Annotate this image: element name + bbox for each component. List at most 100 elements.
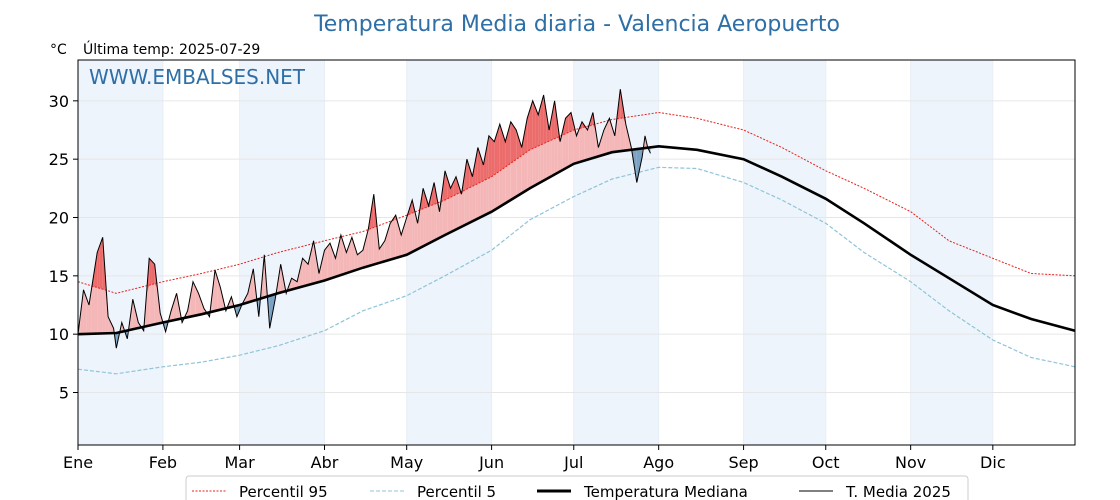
legend-label-p5: Percentil 5 [417,483,496,500]
above-median-fill [88,287,92,334]
above-median-fill [382,240,385,263]
above-median-fill [171,302,174,321]
above-median-fill [291,278,295,290]
x-axis: Ene Feb Mar Abr May Jun Jul Ago Sep Oct Nov Dic [63,445,1006,472]
above-median-fill [80,289,84,335]
above-median-fill [110,322,114,334]
above-p95-fill [99,237,103,290]
above-median-fill [579,121,582,163]
above-median-fill [612,127,615,153]
above-median-fill [587,121,591,160]
above-median-fill [190,281,194,317]
above-median-fill [403,217,407,256]
above-median-fill [329,243,333,279]
y-tick-label: 10 [49,325,69,344]
above-median-fill [319,261,322,283]
above-median-fill [387,223,391,261]
above-median-fill [425,197,429,245]
anomaly-fills [78,89,651,349]
above-median-fill [354,246,358,271]
above-p95-fill [499,124,503,171]
above-median-fill [324,246,328,281]
plot-frame [77,59,1076,446]
y-axis: 5 10 15 20 25 30 [49,92,78,403]
above-p95-fill [551,100,555,140]
above-median-fill [198,293,202,315]
x-tick-label: Jun [478,453,504,472]
above-median-fill [250,268,254,302]
above-median-fill [584,125,588,161]
above-p95-fill [431,182,435,206]
above-median-fill [598,138,602,157]
watermark-text: WWW.EMBALSES.NET [89,65,306,89]
above-median-fill [406,208,410,255]
above-p95-fill [491,138,495,177]
series-p5-line [77,166,1076,375]
above-p95-fill [535,107,539,148]
above-median-fill [108,316,111,334]
above-p95-fill [510,121,514,164]
above-p95-fill [475,147,478,185]
above-median-fill [609,118,613,153]
above-p95-fill [469,167,473,188]
above-p95-fill [423,188,426,209]
above-median-fill [379,244,383,263]
series-current-line [77,89,651,349]
above-median-fill [83,289,87,334]
above-p95-fill [94,252,98,288]
above-p95-fill [568,112,572,133]
above-p95-fill [483,150,487,181]
above-p95-fill [518,138,522,158]
above-median-fill [395,215,399,259]
last-update-label: Última temp: 2025-07-29 [83,40,260,58]
above-median-fill [308,252,311,286]
above-median-fill [245,293,248,304]
above-p95-fill [565,115,569,134]
above-p95-fill [529,100,533,150]
above-p95-fill [497,124,500,173]
above-p95-fill [488,135,492,179]
x-tick-label: Ago [643,453,674,472]
above-median-fill [606,118,610,154]
above-median-fill [176,293,180,320]
x-tick-label: May [390,453,423,472]
above-median-fill [601,130,604,156]
above-median-fill [581,121,585,162]
below-median-fill [269,295,273,329]
x-tick-label: Sep [729,453,759,472]
below-median-fill [634,149,637,183]
above-p95-fill [513,125,517,162]
y-tick-label: 20 [49,209,69,228]
above-median-fill [625,124,629,151]
above-median-fill [357,252,361,270]
above-median-fill [280,264,284,293]
series-lines [77,89,1076,375]
y-tick-label: 5 [59,384,69,403]
above-p95-fill [455,176,459,195]
above-p95-fill [532,100,536,149]
legend-label-current: T. Media 2025 [845,483,951,500]
above-p95-fill [477,147,481,184]
above-p95-fill [371,194,374,229]
above-p95-fill [502,132,506,169]
x-tick-label: Abr [311,453,339,472]
x-tick-label: Oct [812,453,840,472]
x-tick-label: Nov [895,453,926,472]
above-median-fill [305,261,309,286]
above-p95-fill [151,261,155,285]
above-p95-fill [524,118,528,154]
above-median-fill [220,287,224,310]
above-p95-fill [527,109,530,152]
above-median-fill [576,128,580,163]
y-tick-label: 30 [49,92,69,111]
chart-title: Temperatura Media diaria - Valencia Aero… [313,12,840,37]
above-median-fill [392,215,396,259]
above-median-fill [458,185,462,229]
above-p95-fill [543,95,547,144]
month-band [910,60,993,445]
above-median-fill [294,279,298,289]
above-median-fill [193,281,196,317]
above-p95-fill [494,132,498,175]
y-unit-label: °C [50,42,67,58]
